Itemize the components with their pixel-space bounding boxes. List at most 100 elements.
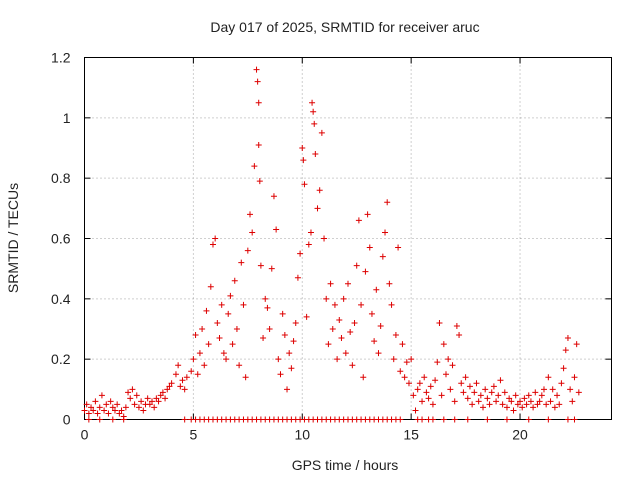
data-point [116,410,123,417]
data-point [192,332,199,339]
data-point [331,301,338,308]
data-point [545,374,552,381]
data-point [569,398,576,405]
data-point [168,380,175,387]
data-point [497,377,504,384]
data-point [340,295,347,302]
x-tick-label: 10 [294,427,310,443]
data-point [205,341,212,348]
data-point [366,244,373,251]
data-point [379,253,386,260]
data-point [347,329,354,336]
data-point [525,416,532,423]
data-point [353,262,360,269]
data-point [519,404,526,411]
data-point [227,292,234,299]
data-point [286,350,293,357]
data-point [172,371,179,378]
data-point [397,368,404,375]
data-point [109,416,116,423]
data-point [395,244,402,251]
data-point [527,398,534,405]
data-point [349,362,356,369]
y-tick-label: 0.8 [51,170,71,186]
x-tick-label: 5 [189,427,197,443]
data-point [98,392,105,399]
data-point [460,389,467,396]
data-point [94,410,101,417]
data-point [469,401,476,408]
data-point [127,395,134,402]
data-point [334,356,341,363]
data-point [275,356,282,363]
data-point [432,377,439,384]
data-point [216,335,223,342]
data-point [300,157,307,164]
data-point [96,416,103,423]
data-point [486,401,493,408]
data-point [562,347,569,354]
data-point [445,356,452,363]
data-point [166,383,173,390]
data-point [477,392,484,399]
data-point [183,374,190,381]
data-point [144,395,151,402]
data-point [159,389,166,396]
data-point [510,407,517,414]
data-point [473,380,480,387]
data-point [125,389,132,396]
data-point [254,78,261,85]
data-point [462,374,469,381]
data-point [288,365,295,372]
data-point [114,401,121,408]
data-point [266,326,273,332]
y-tick-label: 0.4 [51,291,71,307]
data-points [81,66,582,423]
data-point [377,322,384,329]
data-point [85,410,92,417]
data-point [257,262,264,269]
x-axis-label: GPS time / hours [292,457,399,473]
data-point [484,416,491,423]
data-point [105,410,112,417]
data-point [199,326,206,332]
data-point [425,395,432,402]
data-point [242,374,249,381]
data-point [421,374,428,381]
data-point [179,377,186,384]
data-point [554,392,561,399]
data-point [325,341,332,348]
data-point [540,386,547,393]
data-point [329,326,336,332]
data-point [209,241,216,248]
data-point [309,99,316,106]
data-point [310,108,317,115]
data-point [536,398,543,405]
data-point [223,356,230,363]
data-point [181,416,188,423]
data-point [405,380,412,387]
data-point [138,398,145,405]
data-point [438,392,445,399]
data-point [214,319,221,326]
data-point [151,404,158,411]
data-point [362,268,369,275]
data-point [558,380,565,387]
data-point [88,404,95,411]
data-point [101,407,108,414]
data-point [449,362,456,369]
data-point [545,416,552,423]
data-point [303,313,310,320]
data-point [203,307,210,314]
data-point [164,386,171,393]
data-point [318,129,325,136]
data-point [414,386,421,393]
data-point [238,259,245,266]
data-point [196,350,203,357]
data-point [351,319,358,326]
data-point [233,326,240,332]
data-point [514,401,521,408]
data-point [543,401,550,408]
data-point [273,226,280,233]
